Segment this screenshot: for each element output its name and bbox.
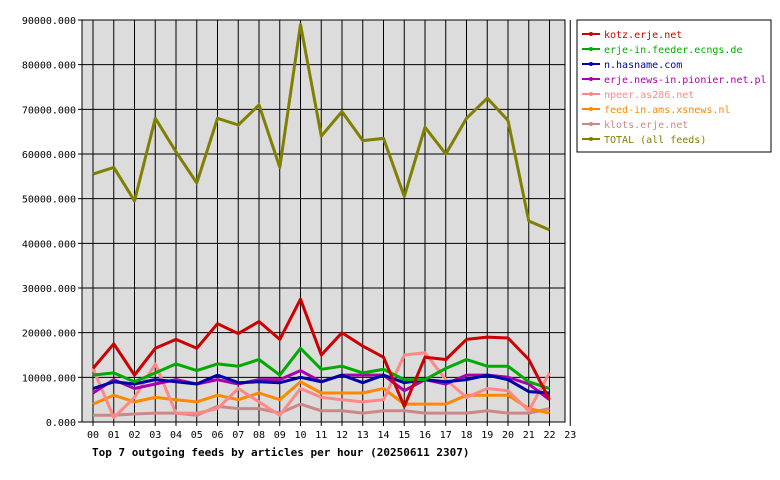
x-tick-label: 12	[336, 430, 348, 441]
x-tick-label: 17	[440, 430, 452, 441]
x-tick-label: 20	[502, 430, 514, 441]
legend-label: kotz.erje.net	[604, 30, 682, 41]
series-line-2	[92, 373, 550, 395]
legend-marker	[589, 137, 593, 141]
x-tick-label: 15	[398, 430, 410, 441]
legend-marker	[589, 92, 593, 96]
y-tick-label: 50000.000	[22, 195, 76, 206]
legend-label: klots.erje.net	[604, 120, 688, 131]
legend-label: n.hasname.com	[604, 60, 682, 71]
y-tick-label: 80000.000	[22, 61, 76, 72]
legend-marker	[589, 32, 593, 36]
y-tick-label: 30000.000	[22, 284, 76, 295]
y-tick-label: 10000.000	[22, 373, 76, 384]
x-tick-label: 01	[108, 430, 120, 441]
series-line-6	[93, 402, 550, 417]
y-axis-ticks: 0.000 10000.000 20000.000 30000.000 40000.00…	[22, 16, 82, 429]
legend-marker	[589, 47, 593, 51]
x-tick-label: 18	[460, 430, 472, 441]
series-line-1	[92, 346, 550, 390]
x-tick-label: 11	[315, 430, 327, 441]
x-tick-label: 21	[523, 430, 535, 441]
x-axis-ticks: 00 01 02 03 04 05 06 07 08 09 10 11 12 13 14 15 16 17 18 19…	[87, 422, 576, 441]
x-tick-label: 23	[564, 430, 576, 441]
x-tick-label: 14	[377, 430, 389, 441]
x-tick-label: 09	[274, 430, 286, 441]
y-tick-label: 0.000	[46, 418, 76, 429]
y-tick-label: 70000.000	[22, 105, 76, 116]
legend-label: npeer.as286.net	[604, 90, 694, 101]
y-tick-label: 90000.000	[22, 16, 76, 27]
series-line-0	[91, 297, 551, 408]
plot-area	[81, 19, 566, 423]
x-tick-label: 22	[543, 430, 555, 441]
x-tick-label: 13	[357, 430, 369, 441]
x-tick-label: 04	[170, 430, 182, 441]
x-tick-label: 03	[149, 430, 161, 441]
legend-label: feed-in.ams.xsnews.nl	[604, 105, 730, 116]
x-tick-label: 10	[294, 430, 306, 441]
series-line-4	[91, 351, 551, 419]
x-tick-label: 05	[191, 430, 203, 441]
series-line-7	[92, 23, 551, 232]
legend-label: TOTAL (all feeds)	[604, 135, 706, 146]
y-tick-label: 60000.000	[22, 150, 76, 161]
legend: kotz.erje.net erje-in.feeder.ecngs.de n.ha…	[582, 30, 767, 146]
x-tick-label: 08	[253, 430, 265, 441]
x-tick-label: 07	[232, 430, 244, 441]
legend-label: erje-in.feeder.ecngs.de	[604, 45, 742, 56]
x-tick-label: 06	[211, 430, 223, 441]
legend-marker	[589, 107, 593, 111]
legend-marker	[589, 122, 593, 126]
series-lines	[91, 23, 551, 419]
x-tick-label: 00	[87, 430, 99, 441]
legend-marker	[589, 62, 593, 66]
grid	[82, 20, 571, 422]
y-tick-label: 20000.000	[22, 329, 76, 340]
x-tick-label: 19	[481, 430, 493, 441]
x-tick-label: 16	[419, 430, 431, 441]
legend-label: erje.news-in.pionier.net.pl	[604, 75, 767, 86]
x-tick-label: 02	[128, 430, 140, 441]
legend-marker	[589, 77, 593, 81]
legend-box	[576, 19, 772, 153]
chart-title: Top 7 outgoing feeds by articles per hou…	[92, 446, 470, 459]
y-tick-label: 40000.000	[22, 239, 76, 250]
